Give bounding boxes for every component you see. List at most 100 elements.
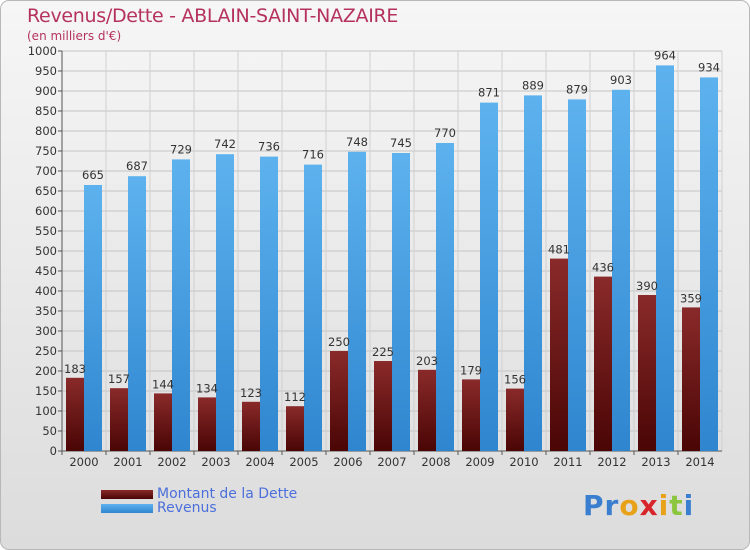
bar-revenus-2011 — [568, 99, 586, 452]
x-tick-label-2002: 2002 — [157, 455, 186, 469]
logo-letter-0: P — [583, 489, 605, 522]
label-dette-2008: 203 — [416, 354, 438, 368]
bar-dette-2006 — [330, 351, 348, 451]
bar-revenus-2003 — [216, 154, 234, 451]
x-tick-label-2013: 2013 — [641, 455, 670, 469]
y-tick-label-200: 200 — [35, 364, 57, 378]
y-tick-label-600: 600 — [35, 204, 57, 218]
label-revenus-2010: 889 — [522, 78, 544, 92]
y-tick-label-400: 400 — [35, 284, 57, 298]
bar-dette-2008 — [418, 369, 436, 451]
x-tick-label-2009: 2009 — [465, 455, 494, 469]
legend-item-dette: Montant de la Dette — [101, 486, 298, 502]
logo-letter-2: o — [619, 489, 640, 522]
y-tick-label-450: 450 — [35, 264, 57, 278]
bar-revenus-2010 — [524, 95, 542, 452]
legend-label-dette: Montant de la Dette — [157, 486, 298, 502]
y-tick-label-0: 0 — [50, 444, 57, 458]
label-revenus-2012: 903 — [610, 73, 632, 87]
x-tick-label-2014: 2014 — [685, 455, 714, 469]
data-labels: 183 665 157 687 144 729 134 742 123 736 112 716 250 7… — [64, 48, 720, 404]
label-revenus-2007: 745 — [390, 136, 412, 150]
label-dette-2012: 436 — [592, 261, 614, 275]
axes: 0 50 100 150 200 250 300 350 400 450 500 550 600 650 7… — [28, 44, 722, 469]
label-revenus-2014: 934 — [698, 60, 720, 74]
x-tick-label-2003: 2003 — [201, 455, 230, 469]
legend-swatch-dette — [101, 489, 153, 499]
label-dette-2001: 157 — [108, 372, 130, 386]
y-tick-label-800: 800 — [35, 124, 57, 138]
label-dette-2011: 481 — [548, 243, 570, 257]
label-dette-2010: 156 — [504, 373, 526, 387]
bar-revenus-2012 — [612, 89, 630, 452]
y-tick-label-850: 850 — [35, 104, 57, 118]
y-tick-label-150: 150 — [35, 384, 57, 398]
proxiti-logo: Proxiti — [583, 489, 694, 522]
label-dette-2009: 179 — [460, 363, 482, 377]
legend: Montant de la Dette Revenus — [101, 486, 298, 516]
bar-revenus-2002 — [172, 159, 190, 451]
y-tick-label-700: 700 — [35, 164, 57, 178]
chart-subtitle: (en milliers d'€) — [27, 29, 122, 43]
bar-dette-2009 — [462, 379, 480, 451]
bar-revenus-2013 — [656, 65, 674, 452]
y-tick-label-300: 300 — [35, 324, 57, 338]
bar-dette-2003 — [198, 397, 216, 451]
label-dette-2014: 359 — [680, 291, 702, 305]
y-tick-label-100: 100 — [35, 404, 57, 418]
y-tick-label-950: 950 — [35, 64, 57, 78]
bar-revenus-2004 — [260, 156, 278, 451]
legend-swatch-revenus — [101, 503, 153, 513]
bar-revenus-2009 — [480, 102, 498, 451]
x-tick-label-2010: 2010 — [509, 455, 538, 469]
label-dette-2006: 250 — [328, 335, 350, 349]
label-dette-2013: 390 — [636, 279, 658, 293]
logo-letter-4: i — [658, 489, 670, 522]
x-tick-label-2004: 2004 — [245, 455, 274, 469]
bar-dette-2001 — [110, 388, 128, 451]
label-revenus-2000: 665 — [82, 168, 104, 182]
y-tick-label-350: 350 — [35, 304, 57, 318]
x-tick-label-2005: 2005 — [289, 455, 318, 469]
y-tick-label-500: 500 — [35, 244, 57, 258]
bar-dette-2014 — [682, 307, 700, 451]
bar-dette-2012 — [594, 276, 612, 451]
label-revenus-2009: 871 — [478, 86, 500, 100]
bar-revenus-2008 — [436, 143, 454, 451]
x-tick-label-2012: 2012 — [597, 455, 626, 469]
y-tick-label-550: 550 — [35, 224, 57, 238]
legend-item-revenus: Revenus — [101, 500, 297, 516]
y-tick-label-1000: 1000 — [28, 44, 57, 58]
label-dette-2005: 112 — [284, 390, 306, 404]
x-tick-label-2011: 2011 — [553, 455, 582, 469]
label-revenus-2013: 964 — [654, 48, 676, 62]
y-tick-label-650: 650 — [35, 184, 57, 198]
bar-revenus-2014 — [700, 77, 718, 452]
bar-dette-2010 — [506, 388, 524, 451]
label-revenus-2002: 729 — [170, 142, 192, 156]
bar-revenus-2000 — [84, 185, 102, 451]
bar-dette-2011 — [550, 258, 568, 451]
bar-dette-2004 — [242, 401, 260, 451]
logo-letter-6: i — [683, 489, 695, 522]
label-revenus-2006: 748 — [346, 135, 368, 149]
label-dette-2002: 144 — [152, 377, 174, 391]
bars — [66, 65, 718, 452]
label-revenus-2008: 770 — [434, 126, 456, 140]
logo-letter-1: r — [604, 489, 620, 522]
bar-revenus-2001 — [128, 176, 146, 451]
bar-dette-2007 — [374, 361, 392, 451]
label-revenus-2011: 879 — [566, 82, 588, 96]
legend-label-revenus: Revenus — [157, 500, 217, 516]
label-revenus-2003: 742 — [214, 137, 236, 151]
logo-letter-5: t — [669, 489, 684, 522]
logo-letter-3: x — [639, 489, 659, 522]
bar-revenus-2006 — [348, 151, 366, 452]
label-dette-2000: 183 — [64, 362, 86, 376]
bar-dette-2005 — [286, 406, 304, 451]
label-revenus-2001: 687 — [126, 159, 148, 173]
bar-dette-2000 — [66, 377, 84, 451]
label-dette-2004: 123 — [240, 386, 262, 400]
